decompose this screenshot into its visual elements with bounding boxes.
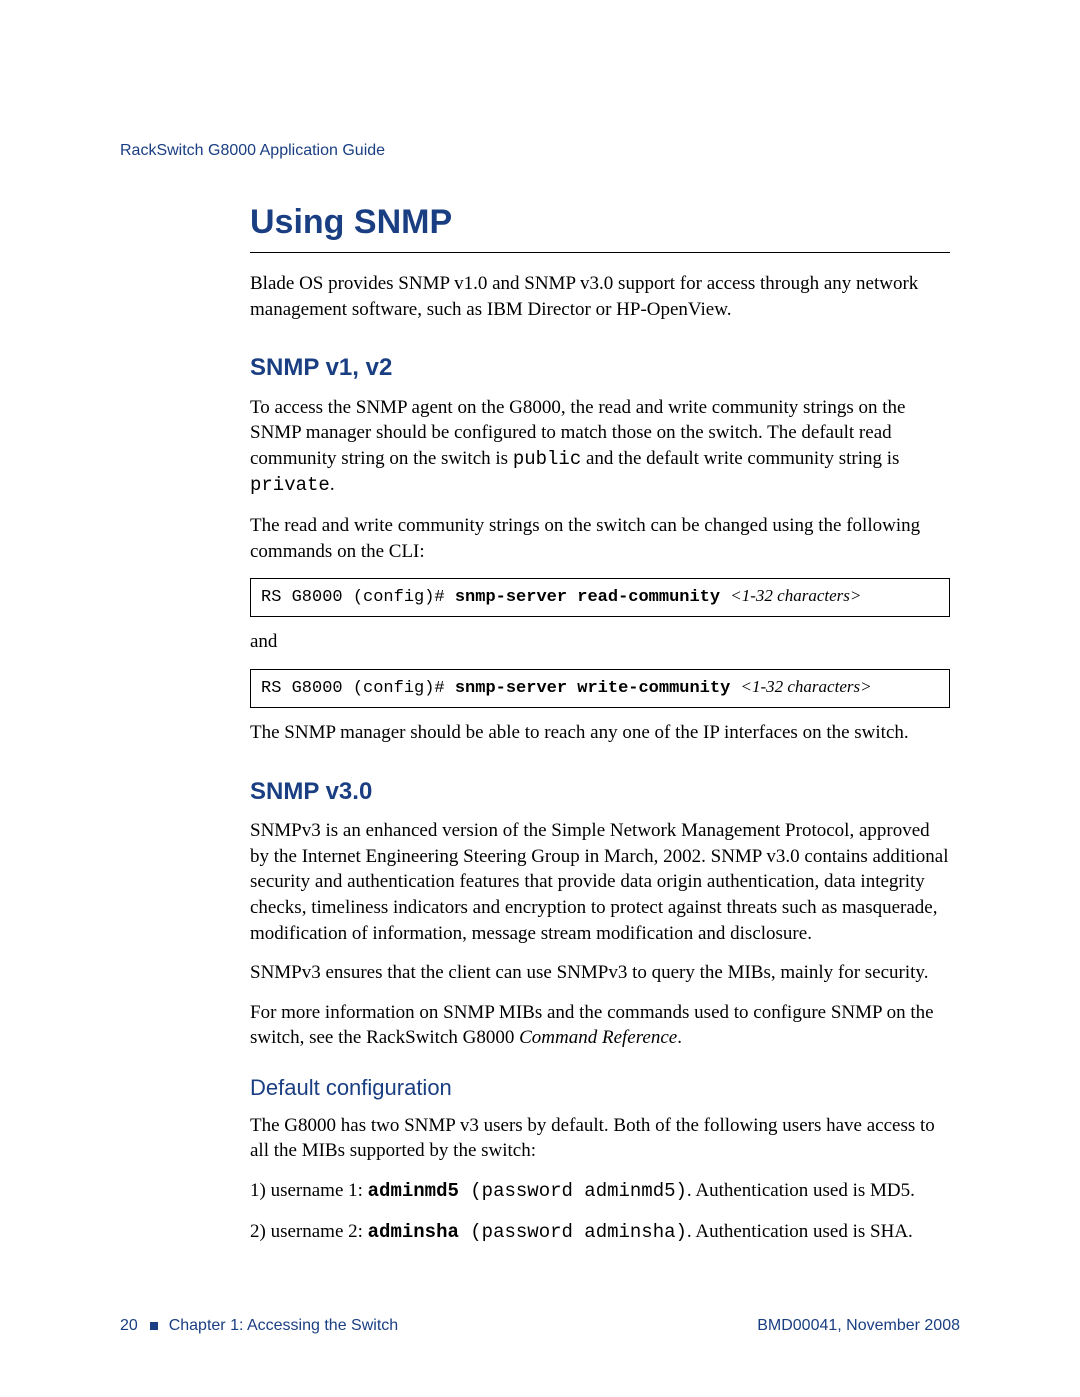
code-command: snmp-server read-community bbox=[455, 588, 730, 607]
username-2: adminsha bbox=[368, 1221, 459, 1243]
heading-default-configuration: Default configuration bbox=[250, 1073, 950, 1103]
text: 1) username 1: bbox=[250, 1180, 368, 1201]
default-user-2: 2) username 2: adminsha (password admins… bbox=[250, 1219, 950, 1246]
running-header: RackSwitch G8000 Application Guide bbox=[120, 140, 385, 162]
content-area: Using SNMP Blade OS provides SNMP v1.0 a… bbox=[250, 200, 950, 1245]
chapter-label: Chapter 1: Accessing the Switch bbox=[169, 1317, 398, 1334]
snmp-v1v2-p2: The read and write community strings on … bbox=[250, 513, 950, 564]
default-config-p1: The G8000 has two SNMP v3 users by defau… bbox=[250, 1113, 950, 1164]
snmp-v3-p1: SNMPv3 is an enhanced version of the Sim… bbox=[250, 818, 950, 946]
text: . bbox=[330, 474, 335, 495]
text: . Authentication used is SHA. bbox=[687, 1221, 913, 1242]
heading-snmp-v3: SNMP v3.0 bbox=[250, 776, 950, 808]
footer-left: 20 Chapter 1: Accessing the Switch bbox=[120, 1315, 398, 1337]
code-box-read-community: RS G8000 (config)# snmp-server read-comm… bbox=[250, 578, 950, 617]
code-box-write-community: RS G8000 (config)# snmp-server write-com… bbox=[250, 669, 950, 708]
inline-code-public: public bbox=[513, 448, 581, 470]
snmp-v3-p2: SNMPv3 ensures that the client can use S… bbox=[250, 960, 950, 986]
intro-paragraph: Blade OS provides SNMP v1.0 and SNMP v3.… bbox=[250, 271, 950, 322]
page-title: Using SNMP bbox=[250, 200, 950, 246]
heading-snmp-v1v2: SNMP v1, v2 bbox=[250, 352, 950, 384]
page-footer: 20 Chapter 1: Accessing the Switch BMD00… bbox=[120, 1315, 960, 1337]
default-user-1: 1) username 1: adminmd5 (password adminm… bbox=[250, 1178, 950, 1205]
square-bullet-icon bbox=[150, 1322, 158, 1330]
password-2: (password adminsha) bbox=[459, 1221, 687, 1243]
footer-right: BMD00041, November 2008 bbox=[757, 1315, 960, 1337]
command-reference-title: Command Reference bbox=[519, 1027, 677, 1048]
snmp-v1v2-p1: To access the SNMP agent on the G8000, t… bbox=[250, 395, 950, 500]
text: . bbox=[677, 1027, 682, 1048]
text: . Authentication used is MD5. bbox=[687, 1180, 915, 1201]
code-arg: <1-32 characters> bbox=[741, 677, 872, 696]
and-text: and bbox=[250, 629, 950, 655]
snmp-v1v2-p3: The SNMP manager should be able to reach… bbox=[250, 720, 950, 746]
code-arg: <1-32 characters> bbox=[730, 586, 861, 605]
snmp-v3-p3: For more information on SNMP MIBs and th… bbox=[250, 1000, 950, 1051]
inline-code-private: private bbox=[250, 474, 330, 496]
title-rule bbox=[250, 252, 950, 253]
text: 2) username 2: bbox=[250, 1221, 368, 1242]
password-1: (password adminmd5) bbox=[459, 1180, 687, 1202]
page: RackSwitch G8000 Application Guide Using… bbox=[0, 0, 1080, 1397]
code-prompt: RS G8000 (config)# bbox=[261, 679, 455, 698]
code-prompt: RS G8000 (config)# bbox=[261, 588, 455, 607]
text: and the default write community string i… bbox=[581, 448, 899, 469]
code-command: snmp-server write-community bbox=[455, 679, 741, 698]
page-number: 20 bbox=[120, 1317, 138, 1334]
username-1: adminmd5 bbox=[368, 1180, 459, 1202]
